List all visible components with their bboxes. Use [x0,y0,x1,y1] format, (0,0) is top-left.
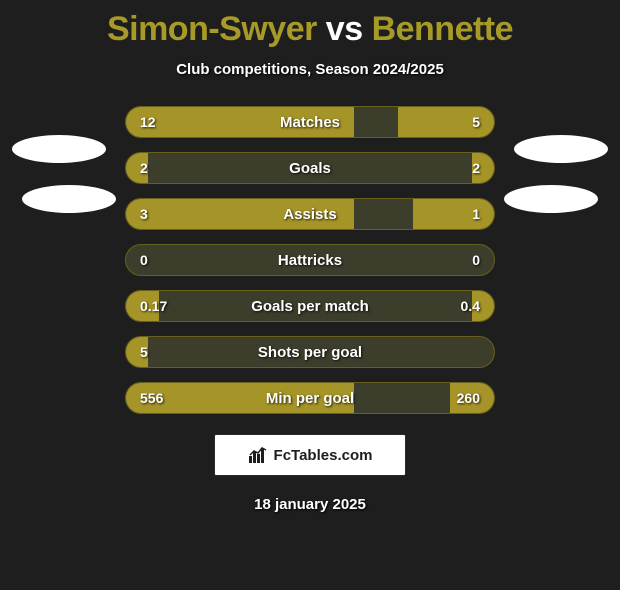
stat-value-right: 0.4 [461,291,480,321]
stat-row: 0.17Goals per match0.4 [125,290,495,322]
stat-label: Matches [126,107,494,137]
brand-text: FcTables.com [274,447,373,464]
stat-label: Assists [126,199,494,229]
stat-label: Goals per match [126,291,494,321]
date-text: 18 january 2025 [0,496,620,513]
stat-row: 3Assists1 [125,198,495,230]
player2-badge-2 [504,185,598,213]
stat-row: 12Matches5 [125,106,495,138]
chart-icon [248,446,268,464]
stats-container: 12Matches52Goals23Assists10Hattricks00.1… [125,106,495,414]
stat-row: 5Shots per goal [125,336,495,368]
stat-label: Goals [126,153,494,183]
stat-row: 0Hattricks0 [125,244,495,276]
stat-label: Shots per goal [126,337,494,367]
stat-value-right: 5 [472,107,480,137]
player1-badge-1 [12,135,106,163]
stat-row: 2Goals2 [125,152,495,184]
stat-value-right: 1 [472,199,480,229]
title-vs: vs [326,10,363,48]
stat-value-right: 260 [457,383,480,413]
brand-badge: FcTables.com [214,434,406,476]
stat-row: 556Min per goal260 [125,382,495,414]
subtitle: Club competitions, Season 2024/2025 [0,61,620,78]
stat-value-right: 0 [472,245,480,275]
stat-value-right: 2 [472,153,480,183]
title-player2: Bennette [372,10,513,48]
page-title: Simon-Swyer vs Bennette [0,10,620,49]
player2-badge-1 [514,135,608,163]
stat-label: Hattricks [126,245,494,275]
player1-badge-2 [22,185,116,213]
stat-label: Min per goal [126,383,494,413]
title-player1: Simon-Swyer [107,10,317,48]
